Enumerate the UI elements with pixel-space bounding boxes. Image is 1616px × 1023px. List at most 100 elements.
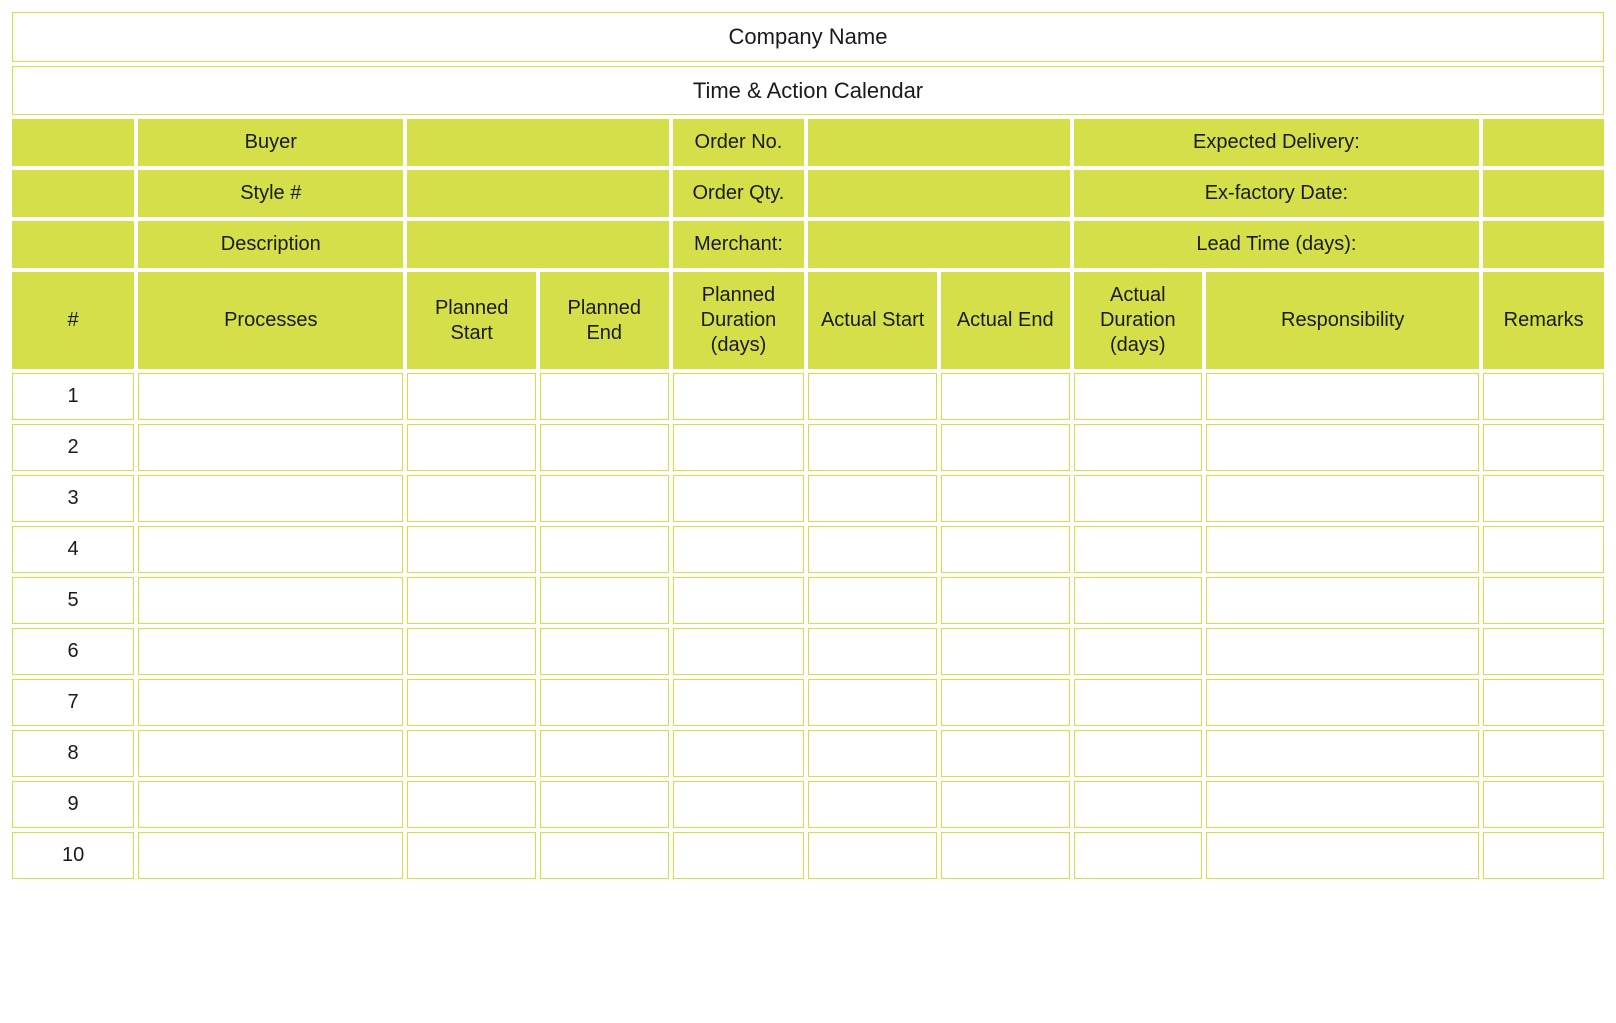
info-label-expected-delivery: Expected Delivery: [1074,119,1480,166]
info-blank [12,119,134,166]
info-label-description: Description [138,221,403,268]
info-label-merchant: Merchant: [673,221,805,268]
cell-processes [138,475,403,522]
cell-processes [138,373,403,420]
cell-planned_start [407,373,536,420]
cell-num: 4 [12,526,134,573]
cell-planned_end [540,373,669,420]
info-value-merchant [808,221,1069,268]
col-header-processes: Processes [138,272,403,369]
cell-processes [138,730,403,777]
cell-planned_start [407,628,536,675]
cell-planned_start [407,424,536,471]
column-header-row: # Processes Planned Start Planned End Pl… [12,272,1604,369]
cell-planned_duration [673,781,805,828]
cell-actual_duration [1074,373,1203,420]
cell-actual_end [941,373,1070,420]
subtitle: Time & Action Calendar [12,66,1604,116]
cell-actual_end [941,577,1070,624]
cell-planned_duration [673,373,805,420]
cell-num: 6 [12,628,134,675]
cell-actual_end [941,424,1070,471]
cell-actual_start [808,577,937,624]
info-blank [12,170,134,217]
cell-remarks [1483,679,1604,726]
table-row: 1 [12,373,1604,420]
cell-num: 1 [12,373,134,420]
cell-num: 3 [12,475,134,522]
table-row: 2 [12,424,1604,471]
cell-planned_end [540,577,669,624]
table-row: 10 [12,832,1604,879]
cell-processes [138,577,403,624]
cell-actual_duration [1074,832,1203,879]
cell-actual_start [808,475,937,522]
cell-actual_end [941,832,1070,879]
info-value-style [407,170,668,217]
col-header-num: # [12,272,134,369]
col-header-planned-end: Planned End [540,272,669,369]
cell-actual_end [941,526,1070,573]
cell-responsibility [1206,526,1479,573]
info-value-ex-factory [1483,170,1604,217]
cell-planned_end [540,475,669,522]
info-value-buyer [407,119,668,166]
cell-actual_end [941,781,1070,828]
cell-remarks [1483,526,1604,573]
table-row: 3 [12,475,1604,522]
cell-processes [138,781,403,828]
cell-responsibility [1206,373,1479,420]
cell-remarks [1483,832,1604,879]
cell-planned_duration [673,577,805,624]
cell-remarks [1483,475,1604,522]
cell-planned_start [407,475,536,522]
info-row-3: Description Merchant: Lead Time (days): [12,221,1604,268]
cell-actual_start [808,832,937,879]
info-value-order-qty [808,170,1069,217]
cell-remarks [1483,730,1604,777]
cell-planned_start [407,526,536,573]
cell-num: 5 [12,577,134,624]
cell-actual_start [808,373,937,420]
cell-num: 2 [12,424,134,471]
info-blank [12,221,134,268]
cell-planned_end [540,424,669,471]
cell-actual_end [941,475,1070,522]
info-row-2: Style # Order Qty. Ex-factory Date: [12,170,1604,217]
col-header-planned-duration: Planned Duration (days) [673,272,805,369]
cell-actual_duration [1074,781,1203,828]
cell-actual_duration [1074,679,1203,726]
cell-remarks [1483,628,1604,675]
info-row-1: Buyer Order No. Expected Delivery: [12,119,1604,166]
info-label-buyer: Buyer [138,119,403,166]
cell-num: 7 [12,679,134,726]
cell-actual_start [808,781,937,828]
cell-actual_end [941,679,1070,726]
cell-responsibility [1206,730,1479,777]
cell-responsibility [1206,832,1479,879]
cell-planned_duration [673,730,805,777]
info-label-style: Style # [138,170,403,217]
info-value-expected-delivery [1483,119,1604,166]
cell-responsibility [1206,679,1479,726]
cell-actual_duration [1074,475,1203,522]
cell-responsibility [1206,475,1479,522]
table-row: 4 [12,526,1604,573]
cell-planned_duration [673,832,805,879]
cell-planned_start [407,577,536,624]
col-header-actual-end: Actual End [941,272,1070,369]
cell-remarks [1483,577,1604,624]
col-header-actual-start: Actual Start [808,272,937,369]
cell-actual_end [941,628,1070,675]
cell-actual_duration [1074,526,1203,573]
cell-planned_end [540,679,669,726]
info-label-lead-time: Lead Time (days): [1074,221,1480,268]
company-name: Company Name [12,12,1604,62]
table-row: 9 [12,781,1604,828]
cell-planned_start [407,781,536,828]
cell-processes [138,679,403,726]
cell-planned_end [540,832,669,879]
cell-actual_start [808,424,937,471]
cell-actual_duration [1074,424,1203,471]
info-label-order-qty: Order Qty. [673,170,805,217]
